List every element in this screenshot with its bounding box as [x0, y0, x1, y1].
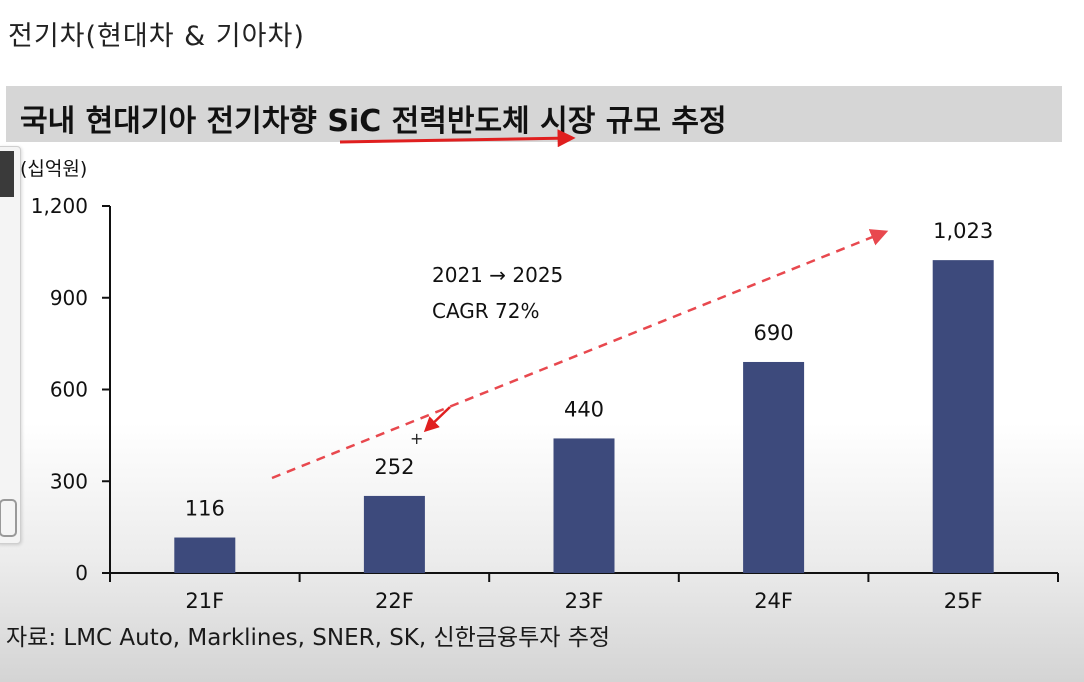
trend-arrow [271, 229, 889, 480]
source-note: 자료: LMC Auto, Marklines, SNER, SK, 신한금융투… [6, 625, 611, 651]
side-panel-handle-icon[interactable] [0, 499, 17, 537]
side-panel[interactable] [0, 146, 21, 544]
bar-22F [363, 495, 425, 573]
bar-25F [932, 260, 994, 573]
bar-value-label: 440 [564, 397, 604, 421]
y-tick-label: 900 [50, 286, 88, 310]
bar-value-label: 1,023 [933, 219, 993, 243]
title-underline-arrow [339, 129, 576, 148]
y-tick-label: 600 [50, 378, 88, 402]
x-tick-label: 24F [754, 589, 793, 613]
annotation-period: 2021 → 2025 [432, 263, 563, 287]
y-tick-label: 300 [50, 469, 88, 493]
side-panel-tab[interactable] [0, 151, 14, 197]
bar-value-label: 252 [374, 455, 414, 479]
y-tick-label: 1,200 [31, 194, 88, 218]
chart-title: 국내 현대기아 전기차향 SiC 전력반도체 시장 규모 추정 [20, 104, 727, 139]
x-tick-label: 22F [375, 589, 414, 613]
page-title: 전기차(현대차 & 기아차) [8, 21, 305, 52]
bar-24F [743, 361, 805, 573]
y-axis-unit-label: (십억원) [20, 158, 87, 180]
bar-21F [174, 537, 236, 573]
x-tick-label: 23F [565, 589, 604, 613]
annotation-cagr: CAGR 72% [432, 299, 540, 323]
bar-value-label: 116 [185, 497, 225, 521]
y-tick-label: 0 [75, 561, 88, 585]
x-tick-label: 25F [944, 589, 983, 613]
bar-23F [553, 438, 615, 573]
cursor-crosshair-icon: + [410, 429, 423, 448]
chart-title-band [6, 86, 1062, 142]
x-tick-label: 21F [185, 589, 224, 613]
annotation-arrow [423, 406, 451, 433]
bar-value-label: 690 [754, 321, 794, 345]
